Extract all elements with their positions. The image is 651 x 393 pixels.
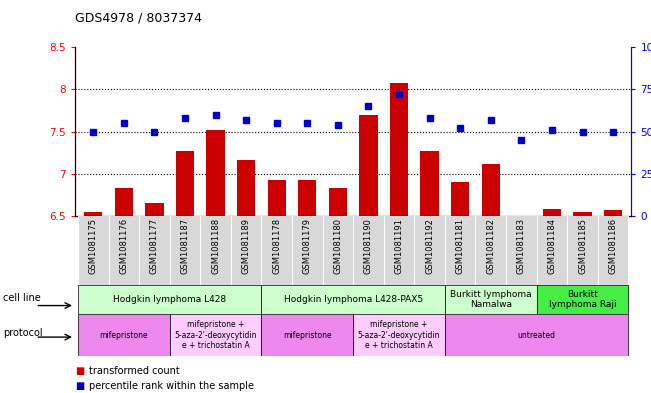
Text: GSM1081179: GSM1081179: [303, 218, 312, 274]
Bar: [482, 164, 500, 216]
Bar: [231, 216, 262, 285]
Bar: [536, 216, 567, 285]
Text: Hodgkin lymphoma L428-PAX5: Hodgkin lymphoma L428-PAX5: [284, 295, 422, 304]
Bar: [115, 188, 133, 216]
Bar: [262, 314, 353, 356]
Bar: [237, 160, 255, 216]
Bar: [574, 212, 592, 216]
Bar: [506, 216, 536, 285]
Bar: [262, 216, 292, 285]
Text: GSM1081191: GSM1081191: [395, 218, 404, 274]
Text: GSM1081176: GSM1081176: [119, 218, 128, 274]
Text: GSM1081192: GSM1081192: [425, 218, 434, 274]
Text: GSM1081181: GSM1081181: [456, 218, 465, 274]
Text: Burkitt
lymphoma Raji: Burkitt lymphoma Raji: [549, 290, 616, 309]
Bar: [604, 210, 622, 216]
Text: GSM1081178: GSM1081178: [272, 218, 281, 274]
Text: Burkitt lymphoma
Namalwa: Burkitt lymphoma Namalwa: [450, 290, 532, 309]
Text: GDS4978 / 8037374: GDS4978 / 8037374: [75, 12, 202, 25]
Bar: [201, 216, 231, 285]
Bar: [445, 216, 475, 285]
Bar: [323, 216, 353, 285]
Bar: [383, 216, 414, 285]
Bar: [451, 182, 469, 216]
Text: GSM1081188: GSM1081188: [211, 218, 220, 274]
Bar: [206, 130, 225, 216]
Bar: [598, 216, 628, 285]
Bar: [298, 180, 316, 216]
Text: Hodgkin lymphoma L428: Hodgkin lymphoma L428: [113, 295, 227, 304]
Bar: [139, 216, 170, 285]
Bar: [268, 180, 286, 216]
Text: mifepristone: mifepristone: [100, 331, 148, 340]
Text: GSM1081182: GSM1081182: [486, 218, 495, 274]
Bar: [359, 115, 378, 216]
Text: GSM1081190: GSM1081190: [364, 218, 373, 274]
Text: ■: ■: [75, 381, 84, 391]
Text: GSM1081189: GSM1081189: [242, 218, 251, 274]
Bar: [84, 212, 102, 216]
Text: mifepristone: mifepristone: [283, 331, 331, 340]
Bar: [145, 204, 163, 216]
Text: GSM1081180: GSM1081180: [333, 218, 342, 274]
Text: mifepristone +
5-aza-2'-deoxycytidin
e + trichostatin A: mifepristone + 5-aza-2'-deoxycytidin e +…: [174, 320, 256, 350]
Text: cell line: cell line: [3, 293, 41, 303]
Bar: [292, 216, 323, 285]
Text: GSM1081184: GSM1081184: [547, 218, 557, 274]
Bar: [109, 216, 139, 285]
Bar: [543, 209, 561, 216]
Text: GSM1081186: GSM1081186: [609, 218, 618, 274]
Bar: [170, 216, 201, 285]
Bar: [78, 216, 109, 285]
Bar: [353, 216, 383, 285]
Text: transformed count: transformed count: [89, 366, 180, 376]
Text: GSM1081185: GSM1081185: [578, 218, 587, 274]
Text: untreated: untreated: [518, 331, 556, 340]
Bar: [176, 151, 194, 216]
Bar: [536, 285, 628, 314]
Text: GSM1081187: GSM1081187: [180, 218, 189, 274]
Text: GSM1081183: GSM1081183: [517, 218, 526, 274]
Bar: [567, 216, 598, 285]
Bar: [78, 314, 170, 356]
Bar: [170, 314, 262, 356]
Text: protocol: protocol: [3, 328, 43, 338]
Bar: [353, 314, 445, 356]
Text: mifepristone +
5-aza-2'-deoxycytidin
e + trichostatin A: mifepristone + 5-aza-2'-deoxycytidin e +…: [358, 320, 440, 350]
Bar: [445, 285, 536, 314]
Text: percentile rank within the sample: percentile rank within the sample: [89, 381, 254, 391]
Bar: [414, 216, 445, 285]
Bar: [78, 285, 262, 314]
Bar: [262, 285, 445, 314]
Bar: [445, 314, 628, 356]
Bar: [475, 216, 506, 285]
Bar: [329, 188, 347, 216]
Bar: [421, 151, 439, 216]
Text: GSM1081175: GSM1081175: [89, 218, 98, 274]
Bar: [390, 83, 408, 216]
Text: ■: ■: [75, 366, 84, 376]
Text: GSM1081177: GSM1081177: [150, 218, 159, 274]
